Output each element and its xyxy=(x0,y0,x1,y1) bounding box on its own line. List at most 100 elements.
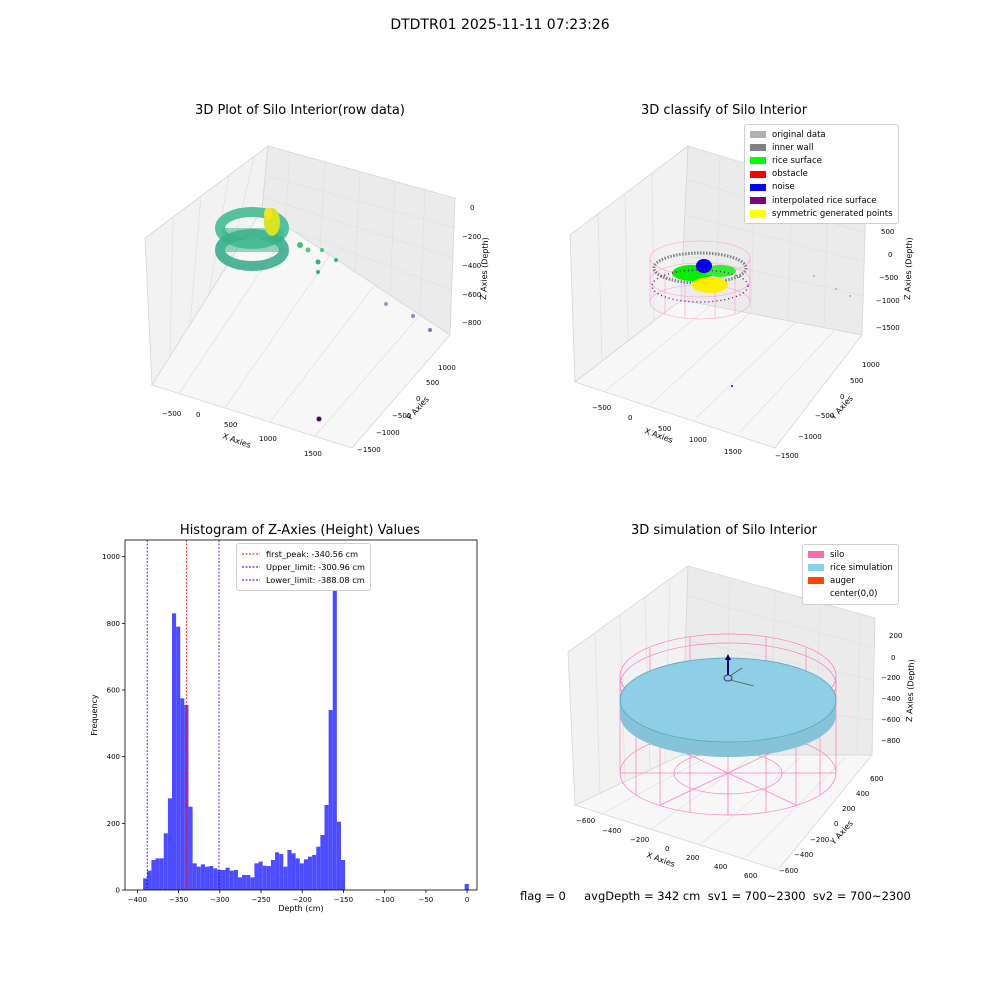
raw-xtick: 0 xyxy=(196,411,200,419)
histogram-bar xyxy=(328,710,333,890)
histogram-legend: first_peak: -340.56 cm Upper_limit: -300… xyxy=(236,543,371,591)
x-tick-label: −200 xyxy=(293,896,312,904)
raw-ztick: 0 xyxy=(470,204,474,212)
classify-ytick: −1000 xyxy=(798,433,822,441)
x-tick-label: −50 xyxy=(418,896,433,904)
legend-label: silo xyxy=(830,549,845,560)
classify-ztick: 0 xyxy=(888,251,892,259)
classify-ytick: 500 xyxy=(850,377,863,385)
legend-label: inner wall xyxy=(772,142,814,153)
simulation-rice-surface xyxy=(619,657,837,757)
histogram-bar xyxy=(171,613,177,890)
histogram-bar xyxy=(233,870,238,890)
sim-ztick: −200 xyxy=(881,674,900,682)
y-tick-label: 200 xyxy=(107,820,120,828)
histogram-title: Histogram of Z-Axies (Height) Values xyxy=(179,523,421,538)
classify-xtick: 1500 xyxy=(724,448,742,456)
classify-plot-title: 3D classify of Silo Interior xyxy=(640,103,808,118)
legend-swatch xyxy=(750,183,766,191)
legend-label: center(0,0) xyxy=(830,589,878,600)
sim-xtick: 600 xyxy=(744,872,757,880)
sim-ytick: 400 xyxy=(856,790,869,798)
legend-entry: center(0,0) xyxy=(808,588,893,601)
histogram-bar xyxy=(155,858,160,890)
sim-ytick: −600 xyxy=(779,867,798,875)
histogram-chart[interactable]: −400 −350 −300 −250 −200 −150 −100 −50 0 0 200 400… xyxy=(0,500,500,920)
legend-swatch xyxy=(808,564,824,572)
raw-xlabel: X Axies xyxy=(221,431,252,450)
x-tick-label: −300 xyxy=(210,896,229,904)
legend-entry: original data xyxy=(750,128,893,141)
legend-entry: noise xyxy=(750,181,893,194)
simulation-silo-wireframe xyxy=(619,633,837,816)
raw-zlabel: Z Axies (Depth) xyxy=(479,237,490,300)
histogram-bar xyxy=(225,867,230,890)
histogram-bar xyxy=(159,858,164,890)
histogram-frame xyxy=(124,539,478,891)
x-tick-label: −150 xyxy=(334,896,353,904)
sim-ztick: −800 xyxy=(881,737,900,745)
legend-swatch xyxy=(750,210,766,218)
legend-label: Lower_limit: -388.08 cm xyxy=(266,574,365,585)
raw-ytick: −500 xyxy=(392,412,411,420)
raw-ytick: 0 xyxy=(416,395,420,403)
legend-entry: interpolated rice surface xyxy=(750,194,893,207)
sim-xtick: −600 xyxy=(576,817,595,825)
histogram-bar xyxy=(275,852,280,890)
sim-xtick: −400 xyxy=(602,827,621,835)
classify-ytick: −500 xyxy=(815,412,834,420)
histogram-bar xyxy=(332,555,337,890)
legend-swatch xyxy=(808,577,824,585)
y-tick-label: 0 xyxy=(116,887,120,895)
histogram-bar xyxy=(242,875,247,890)
histogram-bar xyxy=(221,870,226,890)
classify-3d-plot[interactable]: −500 0 500 1000 1500 1000 500 0 −500 −10… xyxy=(500,0,1000,480)
histogram-bar xyxy=(163,833,168,890)
classify-ytick: 1000 xyxy=(862,361,880,369)
sim-ztick: 0 xyxy=(891,654,895,662)
raw-plot-title: 3D Plot of Silo Interior(row data) xyxy=(195,103,405,118)
classify-ztick: 500 xyxy=(881,228,894,236)
histogram-bar xyxy=(340,860,346,890)
histogram-bar xyxy=(283,866,288,890)
histogram-bar xyxy=(167,798,172,890)
x-tick-label: −100 xyxy=(375,896,394,904)
legend-swatch xyxy=(808,551,824,559)
legend-swatch xyxy=(750,170,766,178)
legend-entry: symmetric generated points xyxy=(750,207,893,220)
classify-xtick: 1000 xyxy=(689,436,707,444)
classify-xtick: 0 xyxy=(628,414,632,422)
raw-ytick: 500 xyxy=(426,379,439,387)
y-tick-label: 800 xyxy=(107,620,120,628)
histogram-reference-lines xyxy=(146,540,220,890)
histogram-yticks: 0 200 400 600 800 1000 xyxy=(102,553,125,895)
legend-entry: obstacle xyxy=(750,168,893,181)
histogram-bar xyxy=(303,859,309,890)
histogram-bar xyxy=(464,884,469,890)
legend-entry: Upper_limit: -300.96 cm xyxy=(242,560,365,573)
histogram-ylabel: Frequency xyxy=(90,694,99,736)
sim-xtick: 0 xyxy=(665,845,669,853)
legend-line xyxy=(242,579,260,581)
histogram-bar xyxy=(209,866,214,890)
legend-label: rice surface xyxy=(772,155,822,166)
raw-ztick: −800 xyxy=(462,319,481,327)
histogram-bar xyxy=(196,866,201,890)
y-tick-label: 1000 xyxy=(102,553,120,561)
histogram-bar xyxy=(324,805,329,890)
raw-xtick: −500 xyxy=(162,410,181,418)
raw-ztick: −600 xyxy=(462,291,481,299)
histogram-bar xyxy=(295,858,300,890)
histogram-bar xyxy=(262,865,267,890)
classify-zlabel: Z Axies (Depth) xyxy=(903,237,914,300)
y-tick-label: 400 xyxy=(107,753,120,761)
histogram-bar xyxy=(204,866,210,890)
classify-ztick: −500 xyxy=(879,274,898,282)
raw-3d-plot[interactable]: −500 0 500 1000 1500 1000 500 0 −500 −10… xyxy=(0,0,500,480)
histogram-bar xyxy=(258,861,263,890)
simulation-3d-plot[interactable]: −600 −400 −200 0 200 400 600 600 400 200… xyxy=(500,500,1000,885)
raw-ytick: −1000 xyxy=(376,429,400,437)
raw-xtick: 1500 xyxy=(304,450,322,458)
sim-ytick: 200 xyxy=(842,805,855,813)
sim-ytick: −200 xyxy=(810,836,829,844)
